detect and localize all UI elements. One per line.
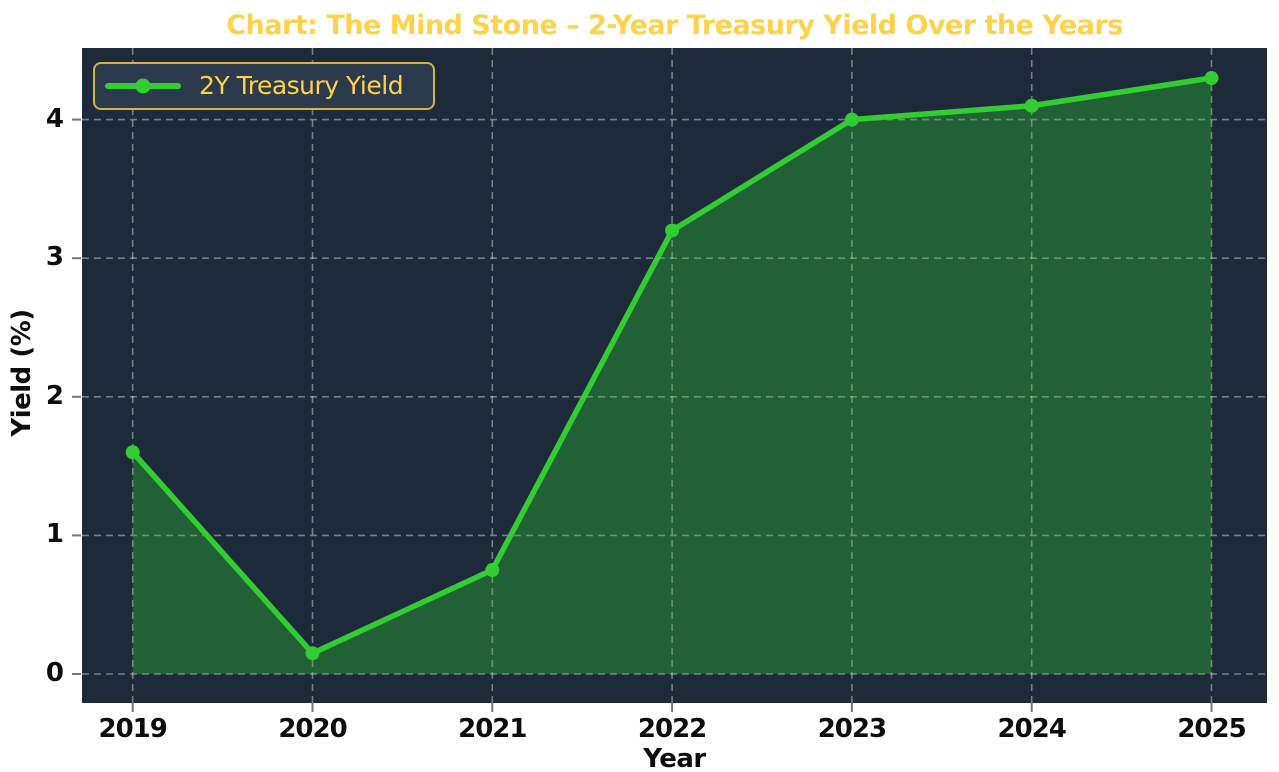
x-tick-label: 2020 [278, 714, 347, 744]
chart-title: Chart: The Mind Stone – 2-Year Treasury … [226, 10, 1123, 41]
y-tick-label: 1 [45, 519, 64, 550]
legend-line-marker-icon [105, 78, 181, 94]
y-tick-label: 4 [45, 103, 64, 134]
x-tick-label: 2024 [997, 714, 1067, 744]
y-tick-label: 2 [45, 380, 64, 411]
legend: 2Y Treasury Yield [93, 62, 435, 110]
legend-label: 2Y Treasury Yield [199, 70, 404, 100]
y-tick-label: 0 [45, 658, 64, 688]
x-axis-label: Year [643, 744, 706, 772]
x-tick-label: 2022 [637, 714, 707, 744]
x-tick-label: 2021 [458, 714, 527, 744]
x-tick-label: 2025 [1177, 714, 1246, 744]
y-tick-label: 3 [45, 242, 64, 273]
x-tick-label: 2023 [817, 714, 887, 744]
plot-area [82, 48, 1267, 703]
x-tick-label: 2019 [98, 714, 168, 744]
y-axis-label-text: Yield (%) [7, 309, 37, 437]
